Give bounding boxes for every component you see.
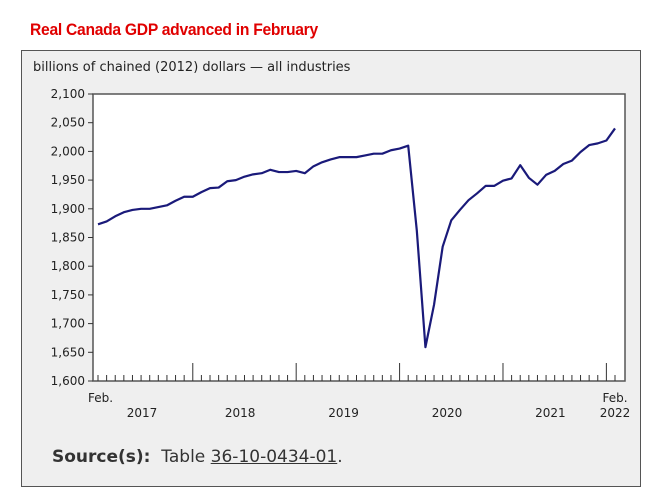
- y-tick-label: 1,950: [51, 173, 85, 187]
- source-line: Source(s): Table 36-10-0434-01.: [52, 447, 343, 467]
- source-label: Source(s):: [52, 447, 151, 467]
- y-tick-label: 2,000: [51, 144, 85, 158]
- y-tick-label: 1,700: [51, 317, 85, 331]
- y-tick-label: 2,050: [51, 116, 85, 130]
- x-year-label: 2021: [535, 406, 566, 420]
- y-tick-label: 1,600: [51, 374, 85, 388]
- source-table-link[interactable]: 36-10-0434-01: [210, 447, 338, 467]
- y-tick-label: 1,850: [51, 231, 85, 245]
- x-end-month-label: Feb.: [602, 391, 627, 405]
- chart-title: Real Canada GDP advanced in February: [30, 20, 318, 39]
- gdp-series-line: [97, 127, 616, 349]
- x-year-label: 2019: [328, 406, 359, 420]
- x-year-label: 2017: [127, 406, 158, 420]
- source-suffix: .: [337, 447, 343, 467]
- x-end-year-label: 2022: [600, 406, 631, 420]
- x-start-label: Feb.: [88, 391, 113, 405]
- plot-area: [92, 93, 626, 382]
- y-axis-label: billions of chained (2012) dollars — all…: [33, 60, 351, 75]
- y-tick-label: 2,100: [51, 87, 85, 101]
- x-year-label: 2020: [432, 406, 463, 420]
- y-tick-label: 1,900: [51, 202, 85, 216]
- x-year-label: 2018: [225, 406, 256, 420]
- y-tick-label: 1,650: [51, 345, 85, 359]
- source-prefix: Table: [161, 447, 206, 467]
- y-tick-label: 1,750: [51, 288, 85, 302]
- y-tick-label: 1,800: [51, 259, 85, 273]
